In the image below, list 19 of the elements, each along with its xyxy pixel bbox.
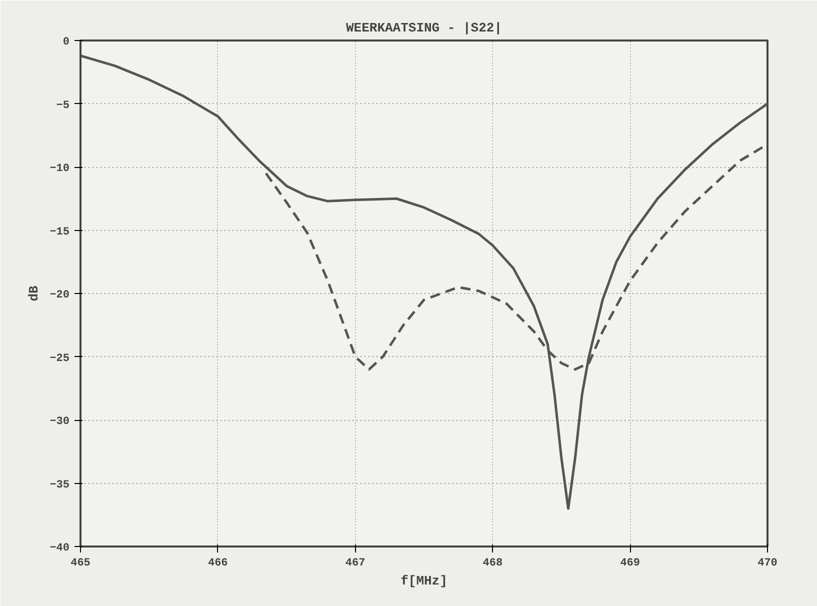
- y-tick-label: −20: [50, 290, 70, 302]
- y-tick-label: −30: [50, 416, 70, 428]
- x-tick-label: 470: [758, 558, 778, 570]
- x-tick-label: 469: [620, 558, 640, 570]
- x-tick-label: 468: [482, 558, 503, 570]
- x-tick-label: 467: [345, 558, 366, 570]
- x-tick-label: 466: [208, 558, 228, 570]
- y-tick-label: −5: [56, 100, 70, 112]
- y-tick-label: −10: [50, 163, 70, 175]
- y-tick-label: −15: [50, 226, 70, 238]
- y-tick-label: −35: [50, 479, 70, 492]
- y-tick-label: −40: [50, 542, 70, 554]
- chart-title: WEERKAATSING - |S22|: [346, 20, 502, 36]
- y-tick-label: 0: [62, 36, 70, 48]
- x-axis-title: f[MHz]: [400, 574, 448, 588]
- y-tick-label: −25: [50, 352, 70, 365]
- line-series: [80, 54, 768, 510]
- y-axis-title: dB: [26, 286, 42, 302]
- x-tick-label: 465: [70, 558, 91, 570]
